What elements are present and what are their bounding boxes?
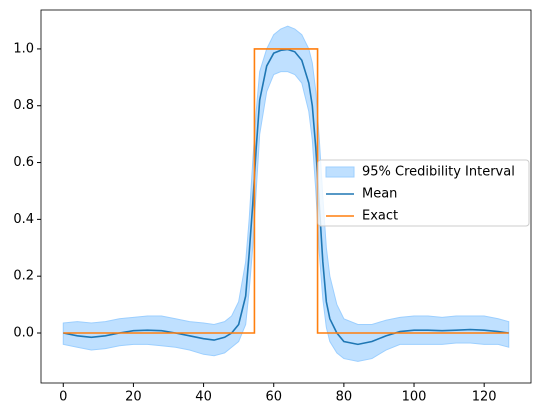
x-tick-label: 60: [265, 390, 282, 405]
y-tick-label: 0.0: [13, 326, 34, 341]
y-tick-label: 0.4: [13, 212, 34, 227]
y-tick-label: 0.6: [13, 155, 34, 170]
y-tick-label: 0.8: [13, 98, 34, 113]
legend-label: Mean: [362, 187, 397, 202]
credibility-band: [62, 25, 510, 362]
series-line: [63, 48, 509, 334]
legend-swatch: [325, 166, 355, 178]
x-tick-label: 100: [402, 390, 427, 405]
legend-box: [317, 159, 530, 227]
x-tick-label: 20: [125, 390, 142, 405]
legend-label: 95% Credibility Interval: [362, 165, 515, 180]
y-tick-label: 1.0: [13, 41, 34, 56]
y-tick-label: 0.2: [13, 269, 34, 284]
x-tick-label: 0: [59, 390, 67, 405]
plot-frame: [40, 9, 532, 384]
x-tick-label: 80: [336, 390, 353, 405]
legend-label: Exact: [362, 209, 398, 224]
x-tick-label: 120: [472, 390, 497, 405]
x-tick-label: 40: [195, 390, 212, 405]
